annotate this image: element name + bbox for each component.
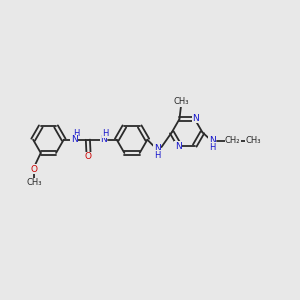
Text: N: N <box>71 135 77 144</box>
Text: H: H <box>209 142 216 152</box>
Text: H: H <box>102 129 109 138</box>
Text: H: H <box>154 151 161 160</box>
Text: N: N <box>100 135 107 144</box>
Text: N: N <box>154 144 160 153</box>
Text: H: H <box>73 129 79 138</box>
Text: O: O <box>85 152 92 161</box>
Text: CH₃: CH₃ <box>246 136 261 145</box>
Text: N: N <box>209 136 215 145</box>
Text: CH₃: CH₃ <box>173 98 189 106</box>
Text: N: N <box>175 142 181 151</box>
Text: CH₂: CH₂ <box>225 136 241 145</box>
Text: O: O <box>31 165 38 174</box>
Text: N: N <box>193 114 199 123</box>
Text: CH₃: CH₃ <box>26 178 42 188</box>
